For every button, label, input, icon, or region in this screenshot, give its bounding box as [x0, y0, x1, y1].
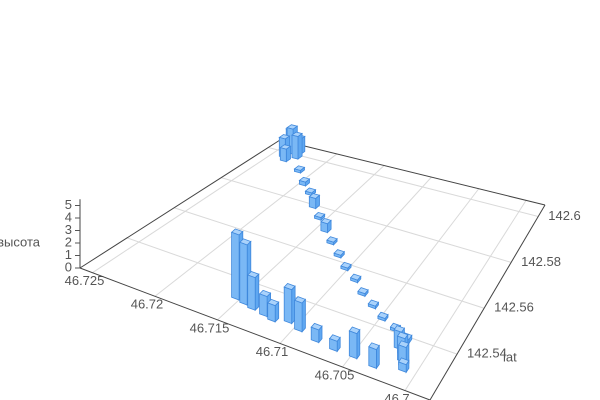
bar-front [279, 147, 287, 163]
grid-line [173, 207, 485, 309]
z-axis-name: высота [0, 234, 41, 249]
bar [333, 249, 346, 259]
grid-line [268, 147, 539, 217]
z-tick-label: 3 [65, 222, 72, 237]
bar-front [231, 231, 240, 301]
bar-front [348, 330, 358, 360]
bar [357, 287, 369, 298]
bar [368, 342, 380, 370]
bar-side [356, 328, 361, 360]
bar [308, 193, 321, 210]
y-tick-label: 142.6 [548, 208, 581, 223]
bar-front [340, 265, 349, 272]
bar-front [239, 241, 248, 306]
grid-line [221, 177, 512, 263]
grid-line [342, 188, 480, 368]
y-tick-label: 142.54 [467, 346, 507, 361]
bar [313, 211, 326, 222]
bar-front [247, 274, 256, 311]
bar-front [259, 293, 268, 318]
bar [291, 131, 304, 160]
bar-side [297, 132, 303, 160]
bar-front [310, 326, 320, 344]
y-tick-label: 142.58 [521, 254, 561, 269]
bar-front [308, 196, 317, 210]
bar-front [398, 361, 407, 373]
bar [326, 236, 338, 246]
bar [397, 357, 410, 374]
bar [283, 283, 296, 325]
bar-front [294, 299, 303, 333]
z-tick-label: 5 [65, 197, 72, 212]
bar-side [285, 145, 291, 163]
bar-front [267, 302, 276, 323]
bar [328, 334, 341, 353]
bar-front [377, 315, 386, 322]
bar [246, 271, 260, 312]
x-tick-label: 46.71 [256, 344, 289, 359]
x-tick-label: 46.705 [315, 367, 355, 382]
bar [279, 144, 292, 163]
bar-front [350, 277, 358, 284]
bar-side [301, 298, 306, 333]
bar-front [333, 252, 342, 259]
bar-front [291, 134, 299, 160]
bar [293, 296, 307, 333]
axis-line [279, 139, 546, 206]
bar-front [320, 221, 328, 234]
y-tick-label: 142.56 [494, 300, 534, 315]
x-tick-label: 46.72 [131, 297, 164, 312]
bar-front [293, 168, 301, 174]
bar-front [283, 286, 293, 325]
bar-side [254, 273, 260, 312]
z-tick-label: 1 [65, 247, 72, 262]
bar [320, 217, 332, 234]
bar [349, 273, 362, 284]
bar-front [326, 239, 335, 246]
axis-line [79, 267, 431, 400]
bar-front [357, 290, 366, 297]
bar [340, 261, 352, 272]
bar [293, 165, 306, 174]
axis-line [429, 204, 546, 400]
z-tick-label: 4 [65, 209, 72, 224]
bar-front [368, 346, 377, 369]
grid-line [154, 153, 338, 297]
z-tick-label: 2 [65, 234, 72, 249]
bar [266, 298, 280, 323]
axis-line [79, 139, 281, 269]
bar-front [329, 338, 338, 352]
x-tick-label: 46.725 [65, 273, 105, 288]
bar-front [304, 190, 313, 197]
bar [298, 176, 311, 187]
y-axis-name: lat [503, 349, 517, 364]
grid-line [404, 200, 527, 391]
bar-front [314, 215, 322, 221]
bar-front [367, 303, 376, 310]
bar [367, 299, 380, 310]
bar [377, 311, 389, 323]
z-tick-label: 0 [65, 259, 72, 274]
bar-side [274, 301, 280, 323]
bar [310, 322, 323, 344]
bar-front [298, 179, 307, 187]
grid-line [92, 141, 290, 274]
bar-side [375, 344, 380, 370]
x-tick-label: 46.715 [190, 320, 230, 335]
bar [348, 326, 361, 360]
x-tick-label: 46.7 [384, 391, 409, 400]
